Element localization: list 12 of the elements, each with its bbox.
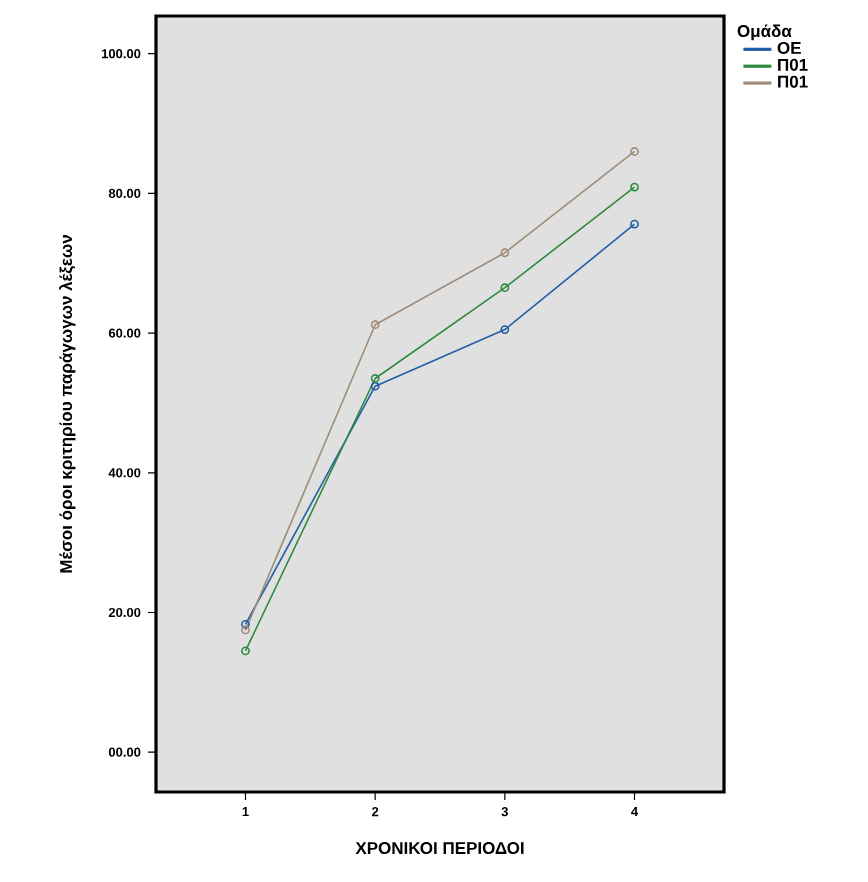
legend-label: Π01	[778, 58, 808, 71]
point	[370, 320, 380, 330]
point	[500, 283, 510, 293]
y-axis-title: Μέσοι όροι κριτηρίου παράγωγων λέξεων	[59, 235, 76, 573]
point	[370, 374, 380, 383]
point	[500, 325, 510, 334]
x-axis-title: ΧΡΟΝΙΚΟΙ ΠΕΡΙΟΔΟΙ	[355, 842, 524, 855]
legend-label: ΟΕ	[777, 41, 801, 54]
point	[370, 381, 380, 391]
legend-title: Ομάδα	[737, 24, 792, 41]
legend-label: Π01	[778, 75, 808, 88]
point	[500, 248, 510, 258]
